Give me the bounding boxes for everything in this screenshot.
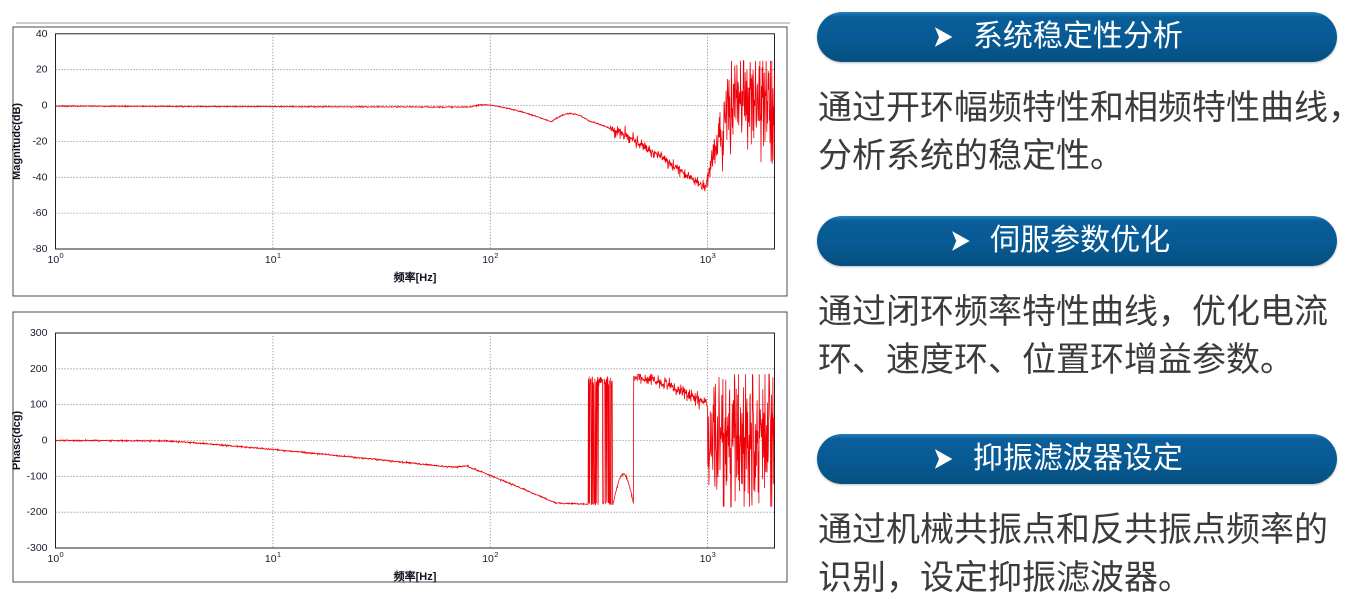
svg-text:-200: -200 — [26, 506, 47, 518]
svg-text:300: 300 — [30, 327, 48, 339]
svg-text:3: 3 — [712, 550, 716, 559]
svg-text:2: 2 — [494, 251, 498, 260]
svg-text:10: 10 — [265, 254, 277, 266]
svg-text:频率[Hz]: 频率[Hz] — [394, 569, 437, 583]
svg-text:10: 10 — [482, 254, 494, 266]
svg-text:20: 20 — [36, 64, 48, 76]
svg-text:Magnitudc(dB): Magnitudc(dB) — [11, 103, 23, 180]
svg-text:Phasc(dcg): Phasc(dcg) — [11, 411, 23, 471]
svg-text:2: 2 — [494, 550, 498, 559]
svg-text:-80: -80 — [32, 243, 47, 255]
svg-text:-300: -300 — [26, 542, 47, 554]
svg-text:0: 0 — [60, 251, 64, 260]
svg-text:0: 0 — [60, 550, 64, 559]
svg-text:频率[Hz]: 频率[Hz] — [394, 270, 437, 284]
svg-text:10: 10 — [700, 553, 712, 565]
svg-text:-60: -60 — [32, 207, 47, 219]
svg-text:200: 200 — [30, 363, 48, 375]
svg-text:100: 100 — [30, 399, 48, 411]
svg-text:-100: -100 — [26, 470, 47, 482]
svg-text:10: 10 — [700, 254, 712, 266]
svg-text:0: 0 — [42, 435, 48, 447]
svg-text:10: 10 — [48, 254, 60, 266]
svg-text:-20: -20 — [32, 135, 47, 147]
svg-text:3: 3 — [712, 251, 716, 260]
svg-text:10: 10 — [265, 553, 277, 565]
svg-text:10: 10 — [48, 553, 60, 565]
svg-text:1: 1 — [277, 550, 281, 559]
svg-text:-40: -40 — [32, 171, 47, 183]
svg-text:0: 0 — [42, 100, 48, 112]
svg-text:10: 10 — [482, 553, 494, 565]
svg-text:40: 40 — [36, 28, 48, 40]
svg-text:1: 1 — [277, 251, 281, 260]
